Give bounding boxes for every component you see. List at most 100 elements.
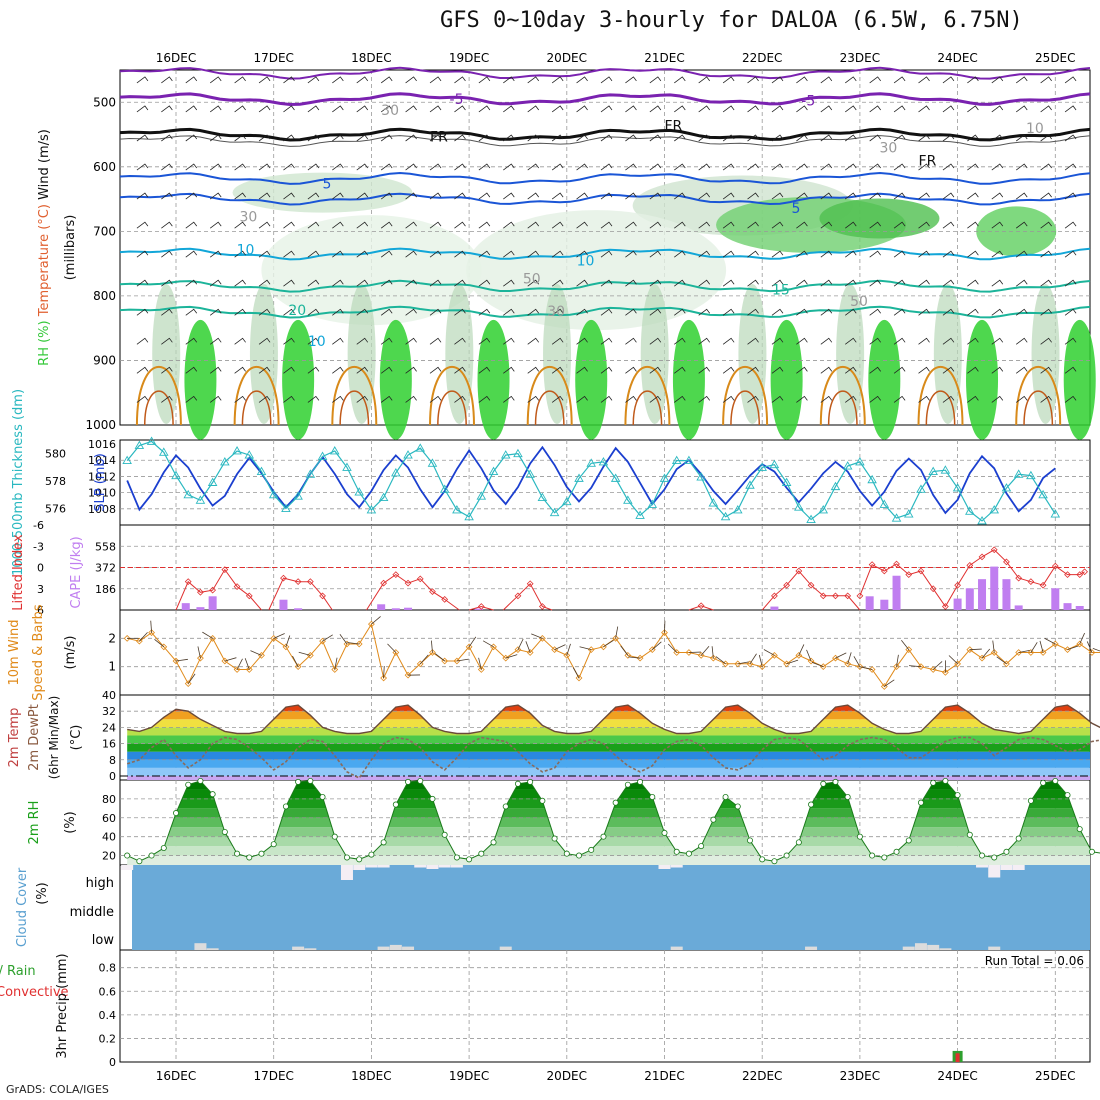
- wind-barb: [1064, 76, 1077, 84]
- wind-barb: [771, 163, 784, 171]
- thickness-point: [977, 515, 987, 525]
- wind-barb: [625, 337, 637, 345]
- wind-barb: [307, 308, 320, 316]
- wind-barb: [615, 626, 619, 639]
- thickness-point: [879, 499, 890, 508]
- cloud-bar-low: [939, 948, 952, 950]
- wind-barb: [600, 337, 613, 345]
- wind-barb: [747, 76, 759, 84]
- day-label-bottom: 17DEC: [253, 1069, 293, 1083]
- wind-barb: [845, 250, 857, 258]
- wind-barb: [674, 250, 686, 258]
- temp-contour-loop: [339, 390, 370, 426]
- day-label-bottom: 20DEC: [547, 1069, 587, 1083]
- wind-barb: [1015, 366, 1028, 374]
- wind-barb: [185, 250, 198, 258]
- slp-tick: 1012: [88, 470, 116, 483]
- credit-label: GrADS: COLA/IGES: [6, 1083, 109, 1096]
- temp-contour-loop: [437, 390, 467, 426]
- wind-barb: [1064, 337, 1077, 345]
- pressure-tick: 900: [93, 353, 116, 367]
- thickness-point: [268, 489, 279, 499]
- wind-barb: [722, 221, 735, 229]
- wind-barb: [429, 163, 442, 171]
- wind-barb: [628, 656, 641, 659]
- wind-barb: [600, 163, 613, 171]
- wind-speed-point: [1039, 649, 1047, 656]
- cape-bar: [770, 606, 779, 610]
- wind-barb: [292, 655, 299, 667]
- wind-barb: [234, 395, 246, 403]
- wind-barb: [161, 134, 173, 142]
- li-point: [966, 561, 974, 569]
- wind-barb: [527, 105, 540, 113]
- wind-barb: [942, 366, 955, 374]
- slp-ylabel: SLP (mb): [93, 453, 108, 512]
- wind-barb: [380, 250, 393, 258]
- wind-barb: [307, 366, 320, 374]
- thickness-point: [989, 505, 1000, 514]
- li-point: [929, 585, 937, 593]
- wind-barb: [185, 279, 198, 287]
- thickness-point: [806, 514, 816, 523]
- wind-barb: [820, 76, 833, 84]
- panel-frame-precip: [119, 949, 1091, 1063]
- thickness-point: [549, 507, 560, 517]
- wind-speed-point: [502, 654, 510, 662]
- wind-barb: [429, 105, 442, 113]
- wind-barb: [551, 308, 564, 316]
- wind-barb: [796, 395, 808, 403]
- thickness-point: [305, 469, 316, 478]
- wind-speed-point: [294, 663, 302, 671]
- temp-contour-loop: [135, 366, 182, 426]
- cape-bar: [892, 575, 901, 610]
- wind-speed-point: [1051, 640, 1059, 648]
- wind-barb: [334, 657, 338, 670]
- wind-barb: [991, 308, 1004, 316]
- wind-barb: [674, 134, 686, 142]
- rh-tick: 40: [102, 831, 116, 844]
- wind-barb: [136, 250, 149, 258]
- wind-speed-point: [612, 634, 620, 642]
- wind-barb: [847, 652, 852, 664]
- wind-barb: [918, 192, 930, 200]
- wind-barb: [625, 134, 637, 142]
- wind-barb: [136, 395, 149, 403]
- cloud-bar-low: [914, 943, 927, 950]
- wind-barb: [991, 134, 1004, 142]
- wind-barb: [478, 395, 491, 403]
- rh-point: [246, 854, 253, 861]
- wind-barb: [820, 221, 833, 229]
- wind-barb: [649, 76, 662, 84]
- wind-barb: [202, 631, 213, 639]
- thickness-point: [415, 443, 426, 452]
- wind-barb: [454, 308, 466, 316]
- wind-barb: [1040, 221, 1052, 229]
- li-line: [688, 605, 714, 611]
- thickness-point: [720, 511, 731, 521]
- wind-speed-point: [1088, 649, 1096, 656]
- wind-speed-point: [270, 634, 278, 642]
- temp-line: [127, 704, 1100, 735]
- thickness-point: [403, 450, 413, 459]
- rh-shade: [1031, 284, 1060, 424]
- wind-barb: [1064, 192, 1077, 200]
- wind-barb: [244, 658, 250, 670]
- rh-point: [673, 848, 680, 855]
- wind-barb: [991, 163, 1004, 171]
- wind-barb: [918, 134, 930, 142]
- wind-barb: [674, 76, 686, 84]
- wind-barb: [503, 366, 515, 374]
- thickness-point: [610, 473, 621, 482]
- thickness-point: [1038, 489, 1048, 499]
- wind-barb: [527, 250, 540, 258]
- cape-ylabel: CAPE (J/kg): [69, 536, 84, 608]
- wind-barb: [771, 76, 784, 84]
- wind-barb: [722, 105, 735, 113]
- wind-barb: [845, 134, 857, 142]
- wind-barb: [161, 76, 173, 84]
- rh-band: [127, 827, 1090, 837]
- rh-point: [1064, 792, 1071, 799]
- wind-barb: [991, 221, 1004, 229]
- thickness-point: [207, 477, 218, 486]
